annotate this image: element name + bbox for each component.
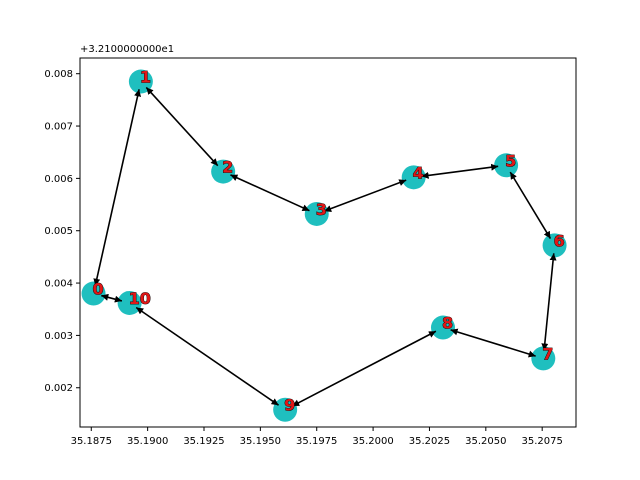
route-edge bbox=[230, 174, 310, 212]
route-edge bbox=[450, 328, 536, 358]
y-tick-label: 0.007 bbox=[44, 122, 73, 133]
y-tick-label: 0.002 bbox=[44, 383, 73, 394]
y-tick-label: 0.006 bbox=[44, 174, 73, 185]
route-edge bbox=[145, 86, 219, 167]
node-point bbox=[494, 153, 519, 178]
route-edge bbox=[101, 293, 123, 303]
route-edge bbox=[541, 253, 557, 351]
x-tick-label: 35.2000 bbox=[352, 436, 393, 447]
node-label: 9 bbox=[284, 396, 295, 415]
node-point bbox=[531, 346, 556, 371]
x-tick-label: 35.2025 bbox=[409, 436, 450, 447]
node-label: 8 bbox=[442, 314, 453, 333]
node-label: 0 bbox=[93, 280, 104, 299]
plot-frame bbox=[79, 57, 577, 428]
y-tick-label: 0.003 bbox=[44, 331, 73, 342]
x-tick-label: 35.2050 bbox=[465, 436, 506, 447]
route-edge bbox=[291, 330, 437, 407]
y-offset-label: +3.2100000000e1 bbox=[80, 44, 174, 55]
y-tick-label: 0.004 bbox=[44, 279, 73, 290]
x-tick-label: 35.1900 bbox=[127, 436, 168, 447]
node-point bbox=[273, 397, 298, 422]
plot-area: 0 1 2 3 4 5 6 7 8 9 10 bbox=[79, 57, 577, 428]
node-label: 5 bbox=[505, 151, 516, 170]
x-tick-label: 35.1975 bbox=[296, 436, 337, 447]
y-axis: 0.002 0.003 0.004 0.005 0.006 0.007 0.008 bbox=[44, 69, 80, 394]
node-label: 1 bbox=[140, 68, 151, 87]
node-point bbox=[401, 165, 426, 190]
route-edge bbox=[135, 306, 280, 406]
node-point bbox=[81, 281, 106, 306]
route-edge bbox=[509, 171, 552, 239]
y-tick-label: 0.005 bbox=[44, 226, 73, 237]
node-label: 7 bbox=[542, 344, 553, 363]
node-point bbox=[117, 290, 142, 315]
x-tick-label: 35.1925 bbox=[183, 436, 224, 447]
y-tick-label: 0.008 bbox=[44, 69, 73, 80]
route-edge bbox=[421, 163, 499, 179]
node-point bbox=[304, 201, 329, 226]
node-label: 4 bbox=[413, 163, 424, 182]
x-tick-label: 35.2075 bbox=[522, 436, 563, 447]
node-point bbox=[542, 233, 567, 258]
node-label: 6 bbox=[554, 231, 565, 250]
node-label: 10 bbox=[129, 289, 151, 308]
route-edge bbox=[323, 179, 407, 212]
x-axis: 35.1875 35.1900 35.1925 35.1950 35.1975 35.20… bbox=[71, 427, 563, 447]
node-label: 2 bbox=[222, 158, 233, 177]
node-label: 3 bbox=[316, 200, 327, 219]
route-edge bbox=[93, 89, 142, 286]
node-point bbox=[430, 315, 455, 340]
x-tick-label: 35.1875 bbox=[71, 436, 112, 447]
x-tick-label: 35.1950 bbox=[240, 436, 281, 447]
